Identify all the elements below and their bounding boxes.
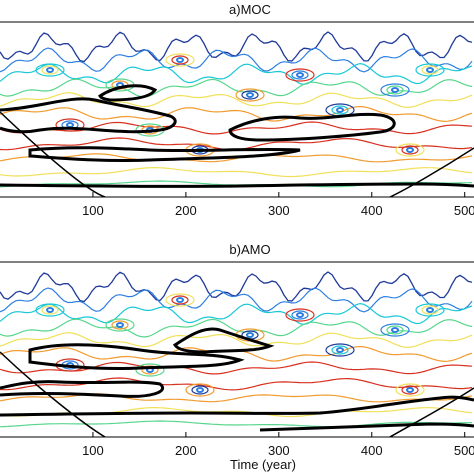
contour-ring (421, 65, 439, 75)
contour-ring (395, 383, 425, 397)
contour-line (0, 361, 473, 375)
contour-ring (41, 65, 59, 75)
cone-of-influence-amo (0, 351, 474, 437)
contour-line (0, 121, 473, 135)
contour-ring (401, 385, 419, 395)
contour-ring (380, 83, 410, 97)
contour-line (0, 377, 473, 391)
contour-ring (135, 363, 165, 377)
contour-ring (296, 312, 304, 318)
contour-ring (285, 68, 315, 82)
contour-ring (176, 297, 184, 303)
contour-ring (331, 105, 349, 115)
contour-ring (406, 387, 414, 393)
contour-ring (426, 67, 434, 73)
contour-ring (171, 55, 189, 65)
panel-moc: a)MOC 100 200 300 400 500 (0, 2, 474, 218)
contour-ring (116, 322, 124, 328)
contour-line (0, 47, 473, 73)
contour-line (0, 105, 473, 123)
panel-amo: b)AMO 100 200 300 400 500 Time (year) (0, 242, 474, 472)
contour-ring (246, 92, 254, 98)
contour-ring (406, 147, 414, 153)
contour-ring (55, 118, 85, 132)
contour-ring (246, 332, 254, 338)
cone-of-influence-moc (0, 111, 474, 197)
contour-ring (165, 53, 195, 67)
contour-ring (196, 387, 204, 393)
contour-ring (386, 325, 404, 335)
contour-ring (141, 365, 159, 375)
x-tick-label: 400 (361, 443, 383, 458)
contour-ring (291, 310, 309, 320)
contour-ring (391, 87, 399, 93)
contour-line (0, 332, 473, 349)
x-ticks-moc: 100 200 300 400 500 (82, 192, 474, 218)
contour-ring (185, 383, 215, 397)
contour-line (0, 420, 473, 428)
panel-title-moc: a)MOC (229, 2, 271, 17)
contour-ring (35, 63, 65, 77)
x-axis-label: Time (year) (230, 457, 296, 472)
contour-ring (176, 57, 184, 63)
contour-ring (386, 85, 404, 95)
contour-line (0, 167, 473, 178)
contour-ring (395, 143, 425, 157)
contour-ring (415, 303, 445, 317)
contour-ring (331, 345, 349, 355)
contour-ring (401, 145, 419, 155)
contour-ring (421, 305, 439, 315)
contour-ring (391, 327, 399, 333)
contour-line (0, 62, 473, 86)
contour-ring (241, 90, 259, 100)
x-tick-label: 500 (454, 203, 474, 218)
contour-ring (235, 88, 265, 102)
contour-ring (171, 295, 189, 305)
contour-ring (111, 320, 129, 330)
contour-line (0, 271, 473, 303)
contour-line (0, 287, 473, 313)
x-tick-label: 100 (82, 443, 104, 458)
x-tick-label: 200 (175, 203, 197, 218)
x-ticks-amo: 100 200 300 400 500 (82, 432, 474, 458)
contour-ring (46, 67, 54, 73)
contour-ring (415, 63, 445, 77)
contour-ring (191, 385, 209, 395)
x-tick-label: 400 (361, 203, 383, 218)
x-tick-label: 200 (175, 443, 197, 458)
contour-line (0, 31, 473, 63)
contour-ring (165, 293, 195, 307)
contour-ring (325, 343, 355, 357)
contour-field-moc (0, 31, 474, 197)
contour-ring (285, 308, 315, 322)
contour-ring (336, 107, 344, 113)
contour-ring (426, 307, 434, 313)
contour-ring (296, 72, 304, 78)
contour-line (0, 302, 473, 326)
x-tick-label: 100 (82, 203, 104, 218)
contour-ring (291, 70, 309, 80)
contour-ring (105, 318, 135, 332)
contour-ring (380, 323, 410, 337)
contour-ring (35, 303, 65, 317)
significance-contours-amo (0, 327, 474, 432)
x-tick-label: 300 (268, 203, 290, 218)
contour-ring (41, 305, 59, 315)
contour-ring (46, 307, 54, 313)
x-tick-label: 500 (454, 443, 474, 458)
contour-field-amo (0, 271, 474, 437)
contour-line (0, 92, 473, 109)
contour-ring (66, 122, 74, 128)
panel-title-amo: b)AMO (229, 242, 270, 257)
x-tick-label: 300 (268, 443, 290, 458)
contour-ring (336, 347, 344, 353)
significance-contours-moc (0, 84, 474, 188)
